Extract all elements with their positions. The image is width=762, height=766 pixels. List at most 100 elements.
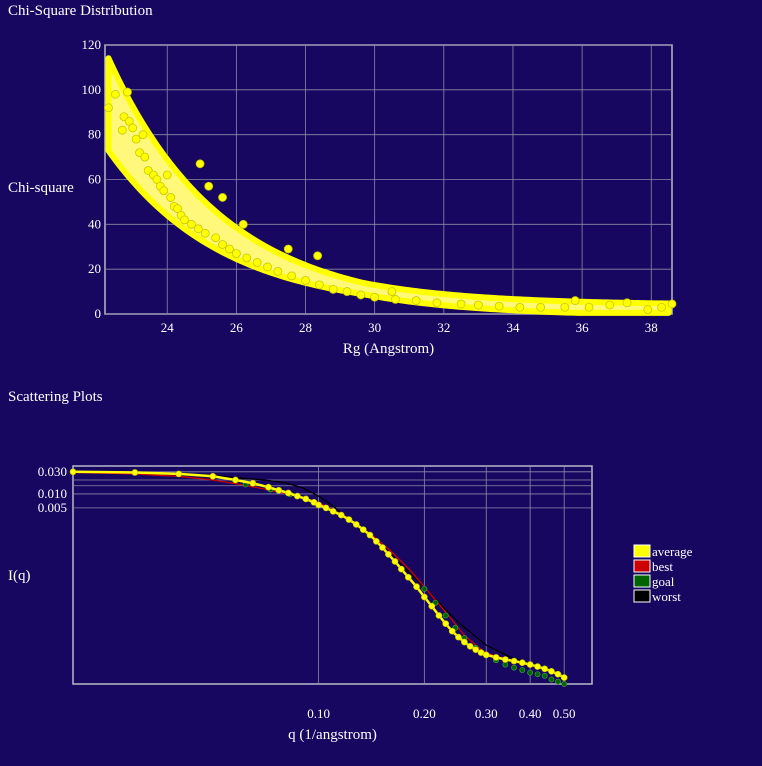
scat-point-average	[175, 470, 183, 478]
scat-point-average	[322, 504, 330, 512]
chi-data-point	[104, 103, 113, 113]
chi-data-point	[391, 295, 400, 304]
chi-data-point	[515, 302, 525, 312]
chi-y-tick-label: 20	[88, 261, 101, 276]
chi-data-point	[180, 215, 189, 225]
legend-label-best: best	[652, 559, 673, 574]
scat-point-average	[131, 469, 139, 476]
scat-point-average	[359, 526, 367, 533]
chi-data-point	[238, 219, 248, 229]
chi-data-point	[370, 292, 380, 302]
chi-square-title: Chi-Square Distribution	[8, 3, 153, 19]
scat-point-average	[472, 646, 480, 653]
scat-point-average	[560, 674, 568, 681]
scattering-plots-title: Scattering Plots	[8, 389, 103, 405]
scat-point-average	[398, 565, 405, 573]
chi-x-tick-label: 24	[161, 320, 175, 335]
scat-point-average	[541, 665, 548, 673]
scat-point-average	[519, 659, 526, 667]
scat-point-average	[448, 627, 456, 635]
scat-point-average	[275, 486, 283, 494]
scat-point-goal	[421, 585, 428, 592]
chi-x-tick-label: 26	[230, 320, 244, 335]
scat-point-average	[554, 670, 562, 678]
chi-data-point	[342, 287, 352, 296]
chi-data-point	[242, 253, 252, 263]
scat-point-goal	[561, 681, 568, 687]
chi-data-point	[166, 193, 176, 202]
chi-data-point	[117, 125, 127, 135]
legend-label-goal: goal	[652, 574, 675, 589]
chi-data-point	[287, 271, 297, 281]
scat-y-tick-label: 0.005	[38, 500, 67, 515]
scat-point-average	[249, 479, 257, 487]
scat-x-tick-label: 0.20	[413, 706, 436, 721]
chi-data-point	[162, 170, 172, 180]
scat-point-goal	[534, 671, 541, 678]
chi-data-point	[456, 299, 466, 309]
scat-point-goal	[527, 669, 534, 676]
chi-x-tick-label: 30	[368, 320, 381, 335]
chi-data-point	[123, 87, 132, 97]
scat-point-average	[209, 472, 217, 480]
scat-point-average	[428, 602, 436, 610]
scat-point-goal	[555, 678, 561, 685]
chi-data-point	[110, 89, 120, 99]
chi-x-tick-label: 36	[576, 320, 590, 335]
scat-point-average	[548, 668, 555, 675]
scat-point-average	[421, 593, 428, 601]
chi-data-point	[432, 298, 442, 308]
chi-data-point	[273, 267, 283, 276]
scat-point-average	[294, 492, 301, 500]
chi-data-point	[283, 244, 293, 254]
chi-data-point	[159, 186, 169, 196]
scat-x-tick-label: 0.40	[519, 706, 542, 721]
scat-point-average	[482, 651, 490, 659]
chi-data-point	[667, 299, 677, 309]
chi-data-point	[231, 249, 241, 258]
chi-data-point	[187, 219, 196, 229]
chi-data-point	[211, 233, 221, 243]
chi-data-point	[204, 181, 214, 191]
scat-point-average	[502, 656, 509, 663]
chi-data-point	[643, 305, 653, 314]
chi-y-tick-label: 120	[82, 37, 102, 52]
legend-swatch-best	[633, 559, 651, 573]
scat-point-average	[510, 657, 518, 665]
chi-data-point	[313, 251, 323, 261]
scat-point-average	[461, 638, 468, 646]
chi-y-tick-label: 40	[88, 216, 101, 231]
chi-x-tick-label: 34	[506, 320, 520, 335]
chi-data-point	[411, 296, 421, 305]
scat-point-average	[232, 476, 239, 484]
chi-x-tick-label: 28	[299, 320, 312, 335]
chi-data-point	[473, 300, 483, 310]
scat-point-average	[404, 573, 412, 581]
scat-point-average	[442, 620, 449, 627]
scat-point-average	[534, 663, 541, 670]
chi-data-point	[138, 130, 148, 140]
chi-data-point	[301, 275, 310, 285]
chi-data-point	[387, 287, 397, 296]
chi-data-point	[193, 224, 203, 234]
chi-data-point	[584, 302, 594, 312]
chi-data-point	[560, 302, 570, 312]
chi-y-tick-label: 80	[88, 127, 101, 142]
scat-point-average	[345, 516, 353, 523]
scat-point-goal	[442, 612, 449, 619]
legend-swatch-worst	[633, 589, 651, 603]
scat-point-average	[435, 612, 443, 619]
scat-point-average	[352, 521, 360, 528]
scat-point-average	[455, 633, 462, 641]
scat-point-average	[265, 483, 272, 491]
chi-data-point	[173, 204, 183, 214]
scat-point-goal	[511, 664, 517, 671]
chi-point-cloud	[105, 55, 672, 316]
scat-point-average	[315, 501, 322, 509]
scat-plot-frame	[72, 465, 593, 685]
scat-point-average	[337, 511, 345, 519]
chi-data-point	[218, 193, 227, 202]
scat-point-goal	[548, 676, 555, 683]
legend-swatch-goal	[633, 574, 651, 588]
